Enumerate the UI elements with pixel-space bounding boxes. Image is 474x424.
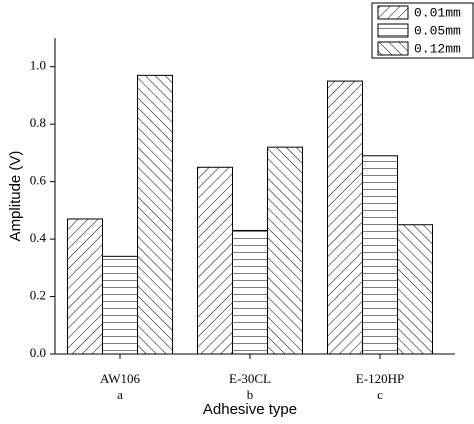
x-axis-title: Adhesive type <box>203 401 297 418</box>
y-tick-label: 0.0 <box>30 345 46 360</box>
y-axis-title: Amplitude (V) <box>7 151 24 242</box>
x-tick-label: E-120HP <box>356 371 404 386</box>
x-tick-sublabel: a <box>117 387 123 402</box>
legend-swatch <box>377 5 409 20</box>
legend-label: 0.12mm <box>414 41 461 56</box>
bar <box>267 146 303 355</box>
x-tick-label: E-30CL <box>229 371 271 386</box>
bar <box>362 155 398 355</box>
bar <box>67 218 103 355</box>
legend-swatch <box>377 41 409 56</box>
x-tick-sublabel: b <box>247 387 254 402</box>
y-tick-label: 0.8 <box>30 115 46 130</box>
bar <box>197 166 233 355</box>
x-tick-label: AW106 <box>100 371 141 386</box>
legend-swatch <box>377 23 409 38</box>
legend-label: 0.01mm <box>414 5 461 20</box>
bar <box>232 229 268 355</box>
bar <box>137 74 173 355</box>
y-tick-label: 1.0 <box>30 58 46 73</box>
y-tick-label: 0.4 <box>30 230 47 245</box>
bar <box>327 80 363 355</box>
bar <box>102 255 138 355</box>
y-tick-label: 0.6 <box>30 173 47 188</box>
legend-label: 0.05mm <box>414 23 461 38</box>
bar <box>397 224 433 355</box>
y-tick-label: 0.2 <box>30 288 46 303</box>
x-tick-sublabel: c <box>377 387 383 402</box>
